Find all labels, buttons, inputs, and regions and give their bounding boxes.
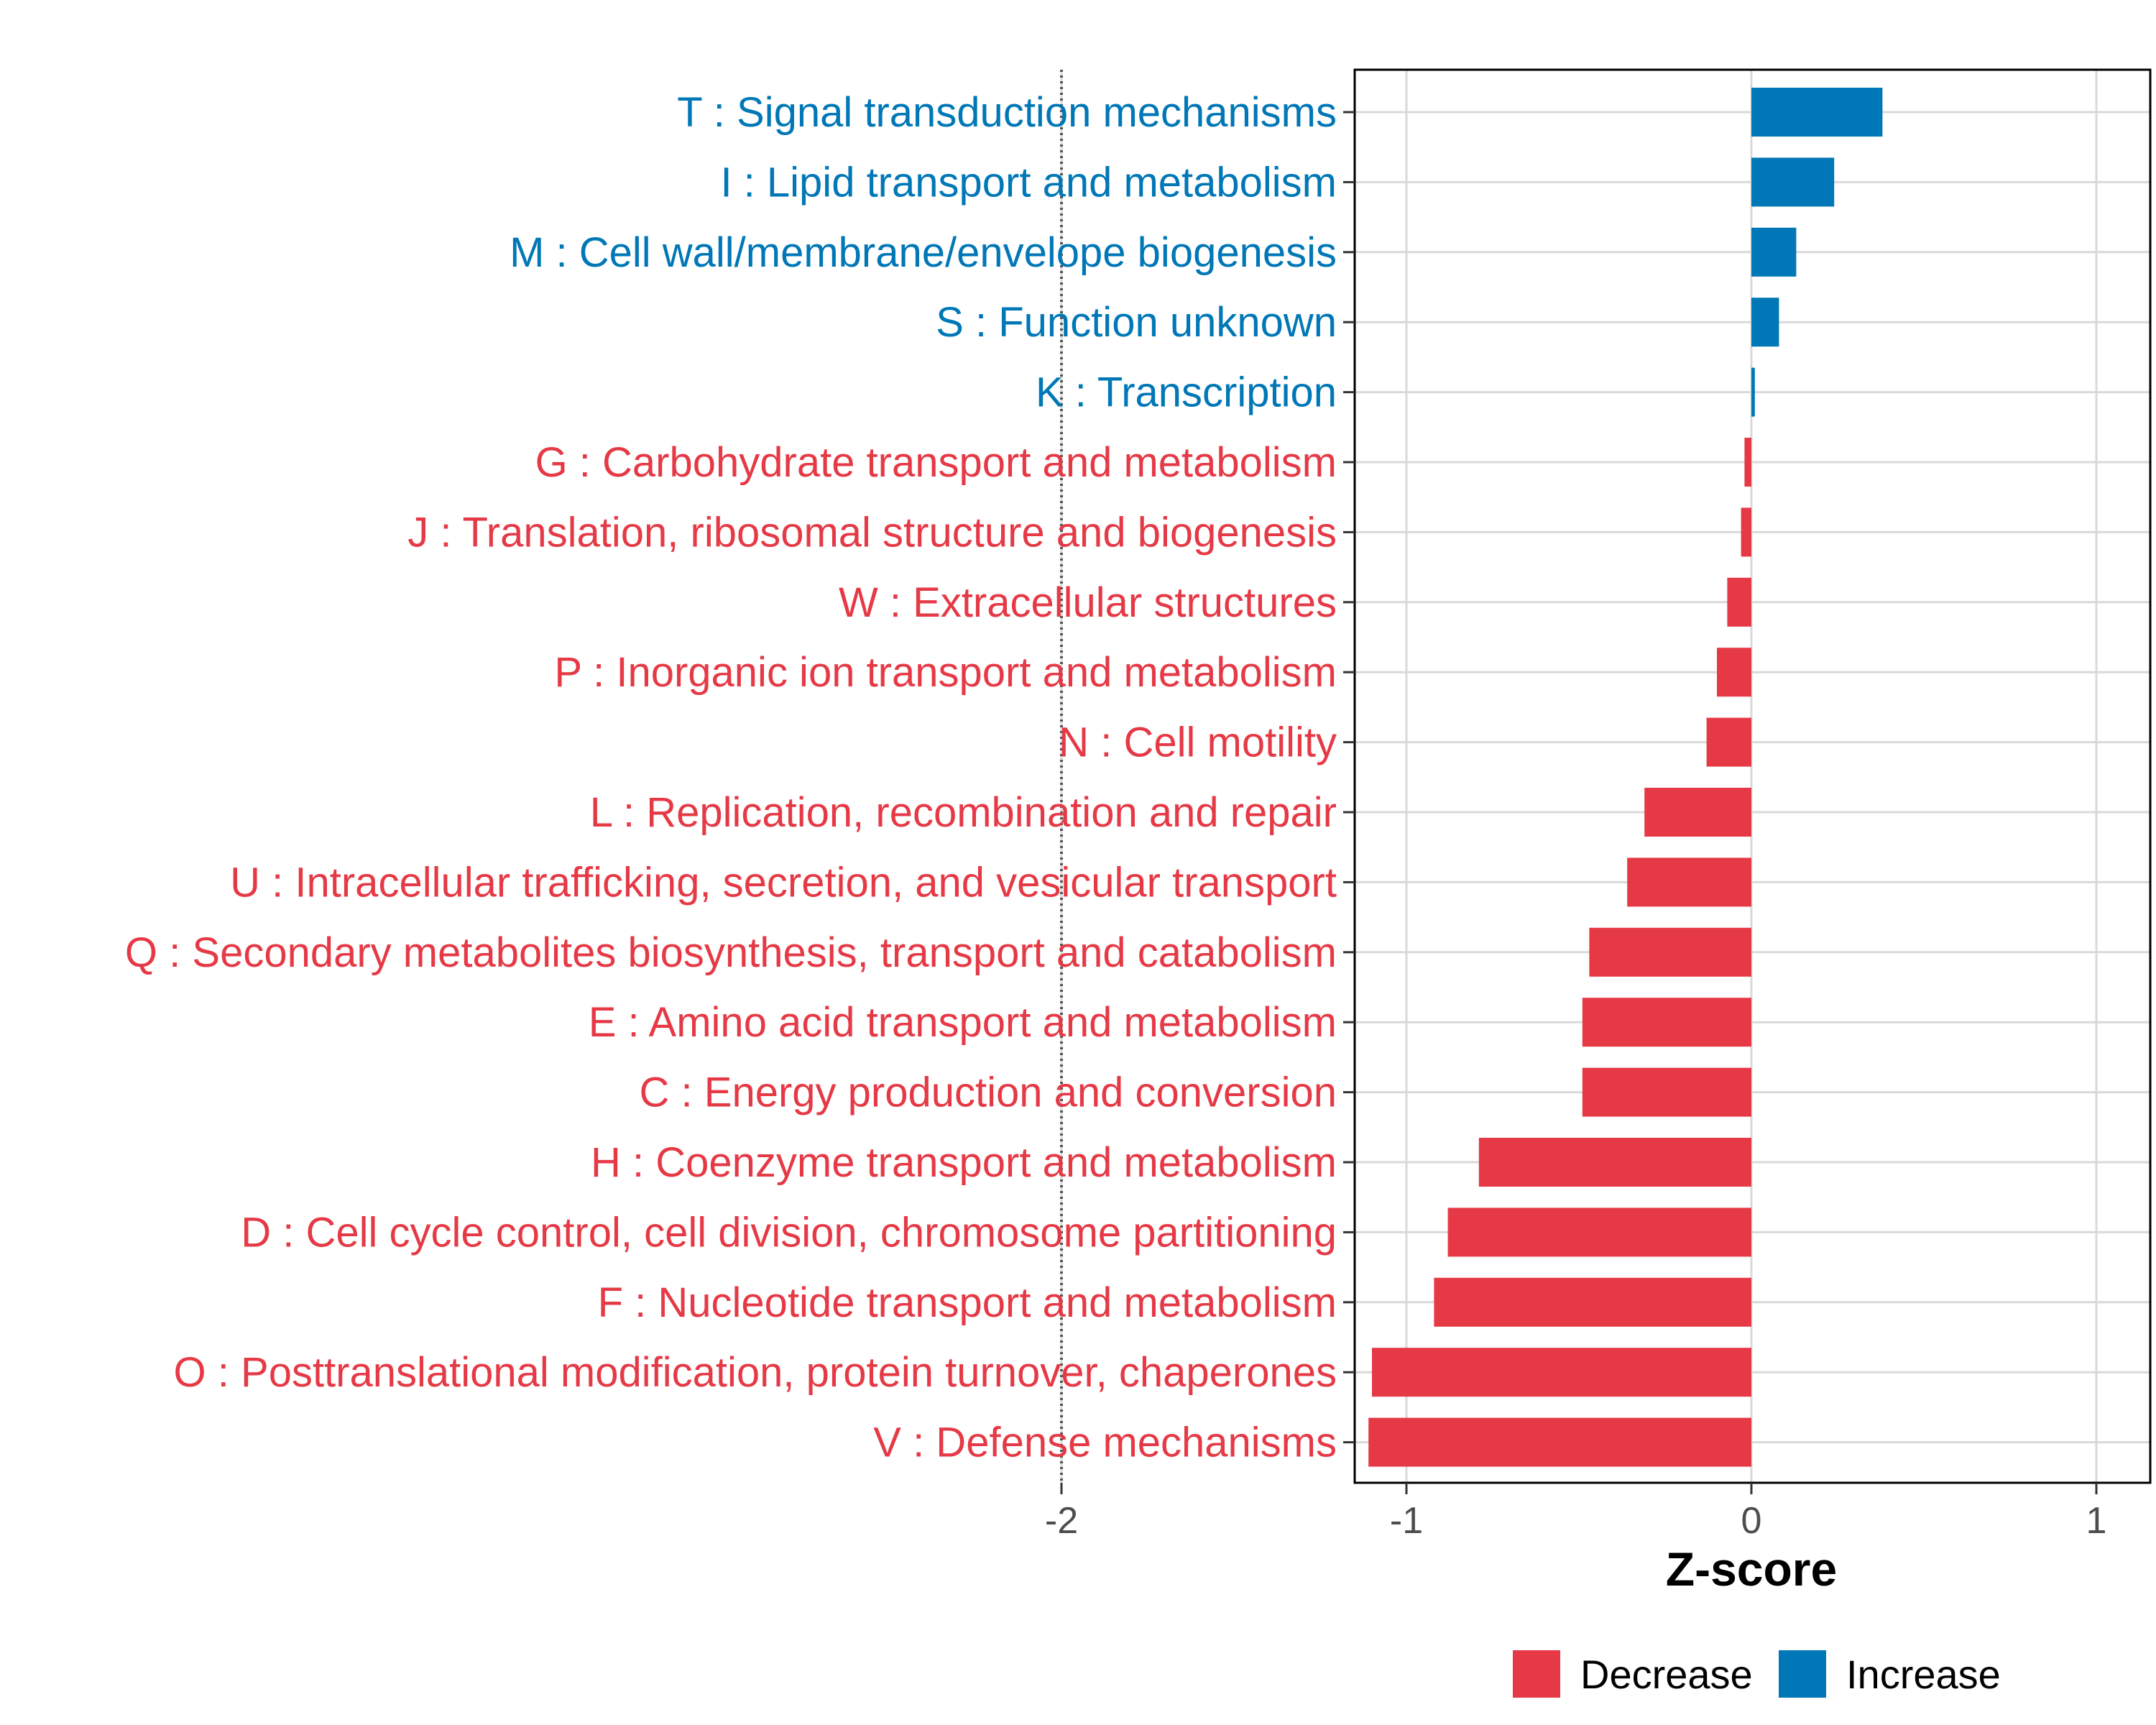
category-label: K : Transcription [1036, 369, 1337, 416]
legend-key-increase [1779, 1650, 1826, 1698]
x-axis-tick-labels: -2-1012 [1045, 1500, 2107, 1542]
bar-decrease [1627, 857, 1751, 907]
legend-key-decrease [1513, 1650, 1560, 1698]
category-label: H : Coenzyme transport and metabolism [591, 1139, 1337, 1186]
category-label: E : Amino acid transport and metabolism [589, 999, 1337, 1046]
x-tick-label: -2 [1045, 1500, 1078, 1542]
category-label: P : Inorganic ion transport and metaboli… [554, 649, 1337, 696]
x-axis-title: Z-score [1666, 1542, 1837, 1596]
bar-decrease [1434, 1277, 1751, 1327]
bar-decrease [1744, 438, 1751, 487]
bar-decrease [1644, 788, 1751, 837]
bar-decrease [1589, 927, 1751, 977]
bars [1368, 88, 1883, 1467]
category-label: C : Energy production and conversion [640, 1070, 1337, 1116]
category-label: W : Extracellular structures [839, 579, 1337, 626]
category-label: O : Posttranslational modification, prot… [174, 1349, 1337, 1396]
bar-decrease [1582, 1067, 1751, 1117]
bar-increase [1751, 367, 1755, 417]
category-label: J : Translation, ribosomal structure and… [407, 509, 1337, 556]
bar-decrease [1727, 577, 1751, 627]
bar-decrease [1368, 1417, 1751, 1467]
y-axis-category-labels: T : Signal transduction mechanisms I : Li… [125, 89, 1337, 1466]
category-label: I : Lipid transport and metabolism [720, 159, 1337, 206]
category-label: U : Intracellular trafficking, secretion… [230, 859, 1337, 906]
x-tick-label: 1 [2086, 1500, 2107, 1542]
x-tick-label: 0 [1741, 1500, 1762, 1542]
bar-increase [1751, 157, 1835, 207]
bar-increase [1751, 227, 1797, 277]
bar-decrease [1706, 717, 1751, 767]
category-label: N : Cell motility [1059, 719, 1337, 766]
category-label: T : Signal transduction mechanisms [677, 89, 1337, 136]
category-label: L : Replication, recombination and repai… [590, 789, 1337, 836]
x-axis-ticks [1060, 1483, 2098, 1494]
category-label: Q : Secondary metabolites biosynthesis, … [125, 929, 1337, 976]
category-label: F : Nucleotide transport and metabolism [598, 1279, 1337, 1326]
legend-label-increase: Increase [1846, 1652, 2001, 1697]
category-label: G : Carbohydrate transport and metabolis… [535, 439, 1337, 486]
bar-decrease [1447, 1208, 1751, 1257]
bar-decrease [1478, 1138, 1751, 1187]
bar-decrease [1372, 1348, 1751, 1397]
bar-decrease [1582, 998, 1751, 1047]
category-label: M : Cell wall/membrane/envelope biogenes… [510, 229, 1337, 276]
x-tick-label: -1 [1390, 1500, 1423, 1542]
legend: Decrease Increase [1513, 1650, 2001, 1698]
bar-increase [1751, 298, 1779, 347]
category-label: S : Function unknown [936, 299, 1337, 346]
category-label: D : Cell cycle control, cell division, c… [241, 1209, 1337, 1256]
y-axis-ticks [1343, 111, 1355, 1444]
bar-increase [1751, 88, 1883, 137]
legend-label-decrease: Decrease [1580, 1652, 1753, 1697]
category-label: V : Defense mechanisms [873, 1420, 1337, 1466]
bar-decrease [1741, 507, 1751, 557]
bar-decrease [1717, 648, 1751, 697]
